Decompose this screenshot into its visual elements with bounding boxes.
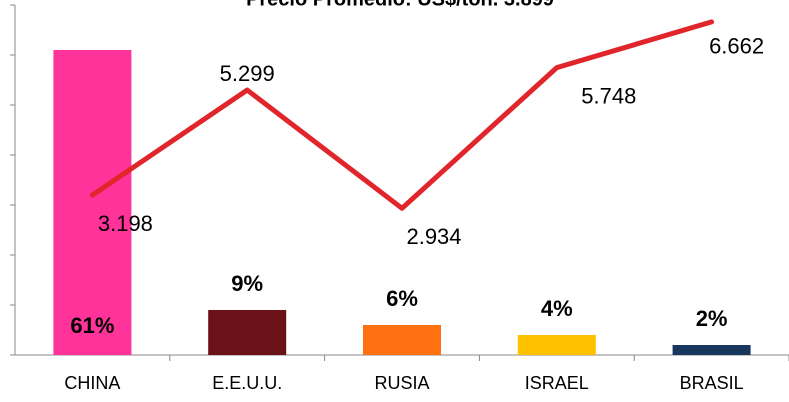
line-value-label: 5.299 (220, 61, 275, 86)
line-value-label: 2.934 (406, 224, 461, 249)
x-tick-label: RUSIA (374, 373, 429, 393)
x-tick-label: BRASIL (680, 373, 744, 393)
bar-value-label: 61% (70, 313, 114, 338)
bar (53, 50, 132, 355)
chart-title: Precio Promedio: US$/ton. 3.899 (246, 0, 554, 10)
bar (363, 325, 441, 355)
line-value-label: 5.748 (581, 83, 636, 108)
bar-value-label: 6% (386, 286, 418, 311)
line-value-label: 6.662 (709, 34, 764, 59)
bar (672, 345, 751, 355)
bar-value-label: 4% (541, 296, 573, 321)
bar-value-label: 9% (231, 271, 263, 296)
x-tick-label: CHINA (64, 373, 120, 393)
bar (517, 335, 596, 355)
bar-value-label: 2% (696, 306, 728, 331)
x-tick-label: E.E.U.U. (212, 373, 282, 393)
line-value-label: 3.198 (98, 211, 153, 236)
x-tick-label: ISRAEL (525, 373, 589, 393)
line (89, 19, 715, 211)
bar (208, 310, 287, 355)
